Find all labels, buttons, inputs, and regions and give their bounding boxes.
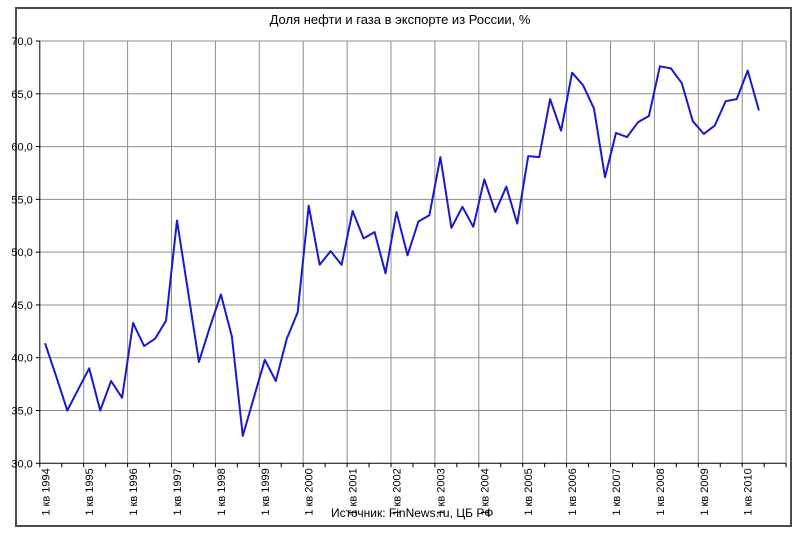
data-series-line: [44, 65, 760, 437]
x-tick-label: 1 кв 1994: [40, 468, 52, 515]
x-tick-label: 1 кв 1999: [260, 468, 272, 515]
y-tick-label: 55,0: [11, 194, 32, 206]
x-tick-label: 1 кв 1995: [84, 468, 96, 515]
x-tick-label: 1 кв 2008: [655, 468, 667, 515]
x-tick-label: 1 кв 2000: [304, 468, 316, 515]
y-tick-label: 70,0: [11, 36, 32, 48]
y-tick-label: 40,0: [11, 353, 32, 365]
y-tick-label: 65,0: [11, 89, 32, 101]
x-tick-label: 1 кв 2005: [523, 468, 535, 515]
y-tick-label: 60,0: [11, 142, 32, 154]
x-tick-label: 1 кв 2004: [479, 468, 491, 515]
x-tick-label: 1 кв 2010: [743, 468, 755, 515]
x-tick-label: 1 кв 1996: [128, 468, 140, 515]
y-tick-label: 45,0: [11, 300, 32, 312]
y-tick-label: 50,0: [11, 247, 32, 259]
x-tick-label: 1 кв 2001: [348, 468, 360, 515]
chart-title: Доля нефти и газа в экспорте из России, …: [269, 12, 531, 27]
x-tick-label: 1 кв 2009: [699, 468, 711, 515]
chart-source-caption: Источник: FinNews.ru, ЦБ РФ: [331, 506, 494, 520]
y-tick-label: 30,0: [11, 458, 32, 470]
x-tick-label: 1 кв 2006: [567, 468, 579, 515]
x-tick-label: 1 кв 1998: [216, 468, 228, 515]
x-tick-label: 1 кв 1997: [172, 468, 184, 515]
x-tick-label: 1 кв 2002: [392, 468, 404, 515]
x-tick-label: 1 кв 2003: [435, 468, 447, 515]
y-tick-label: 35,0: [11, 406, 32, 418]
x-tick-label: 1 кв 2007: [611, 468, 623, 515]
